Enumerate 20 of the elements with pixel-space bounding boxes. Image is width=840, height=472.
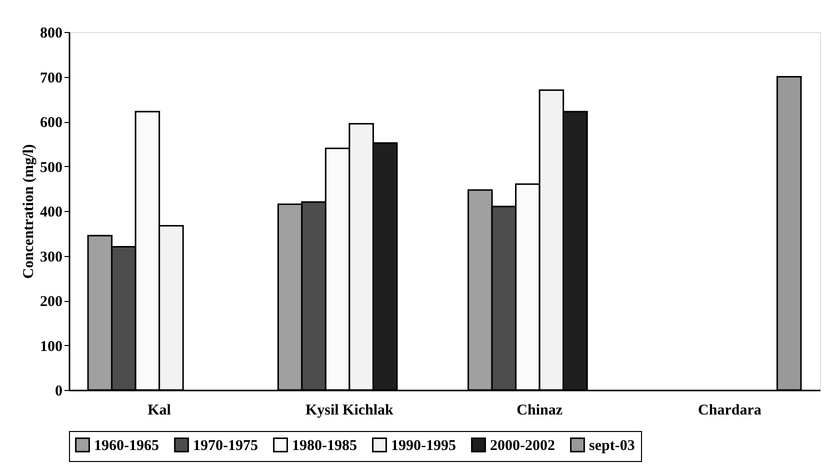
y-axis-title: Concentration (mg/l): [21, 144, 37, 279]
y-tick-label: 200: [40, 294, 62, 310]
legend-label: 1960-1965: [94, 438, 159, 454]
y-tick-label: 800: [40, 26, 62, 42]
y-tick-label: 400: [40, 204, 62, 220]
legend-label: sept-03: [589, 438, 635, 454]
legend-label: 1970-1975: [193, 438, 258, 454]
x-tick-label: Chardara: [698, 402, 762, 418]
y-tick-label: 300: [40, 249, 62, 266]
y-tick-label: 600: [40, 115, 62, 131]
y-tick-label: 700: [40, 70, 62, 86]
y-tick-label: 0: [55, 384, 62, 400]
legend-label: 2000-2002: [490, 438, 555, 454]
legend-label: 1990-1995: [391, 438, 456, 454]
x-tick-label: Chinaz: [516, 402, 563, 418]
x-tick-label: Kysil Kichlak: [305, 402, 394, 418]
y-tick-label: 500: [40, 160, 62, 176]
x-tick-label: Kal: [148, 402, 171, 418]
legend-label: 1980-1985: [292, 438, 357, 454]
y-tick-label: 100: [40, 338, 62, 355]
